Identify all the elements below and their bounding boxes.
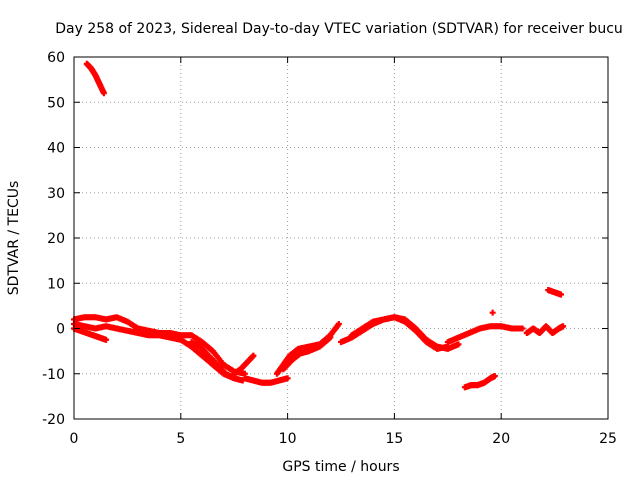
y-tick-label: 20 — [47, 231, 65, 247]
data-point — [250, 352, 257, 359]
x-tick-label: 0 — [70, 431, 79, 447]
y-tick-label: 0 — [56, 322, 65, 338]
data-point — [560, 323, 567, 330]
x-tick-label: 10 — [279, 431, 297, 447]
chart-title: Day 258 of 2023, Sidereal Day-to-day VTE… — [55, 21, 623, 37]
y-tick-label: -20 — [42, 412, 65, 428]
y-axis-label: SDTVAR / TECUs — [6, 181, 22, 296]
grid — [74, 57, 608, 419]
x-tick-label: 20 — [492, 431, 510, 447]
x-tick-label: 5 — [176, 431, 185, 447]
data-point — [455, 341, 462, 348]
data-point — [100, 90, 107, 97]
data-point — [519, 325, 526, 332]
y-tick-label: 30 — [47, 186, 65, 202]
data-point — [558, 291, 565, 298]
y-tick-label: 40 — [47, 141, 65, 157]
data-point — [491, 373, 498, 380]
y-tick-label: 50 — [47, 95, 65, 111]
axis-ticks: 0 5 10 15 20 25 -20 -10 0 10 20 30 40 50 60 — [42, 50, 617, 447]
data-point — [327, 334, 334, 341]
x-tick-label: 15 — [385, 431, 403, 447]
data-points — [71, 60, 567, 391]
x-axis-label: GPS time / hours — [282, 459, 399, 475]
y-tick-label: 10 — [47, 276, 65, 292]
data-point — [103, 336, 110, 343]
y-tick-label: -10 — [42, 367, 65, 383]
x-tick-label: 25 — [599, 431, 617, 447]
data-point — [489, 309, 496, 316]
data-point — [284, 375, 291, 382]
y-tick-label: 60 — [47, 50, 65, 66]
data-point — [335, 320, 342, 327]
